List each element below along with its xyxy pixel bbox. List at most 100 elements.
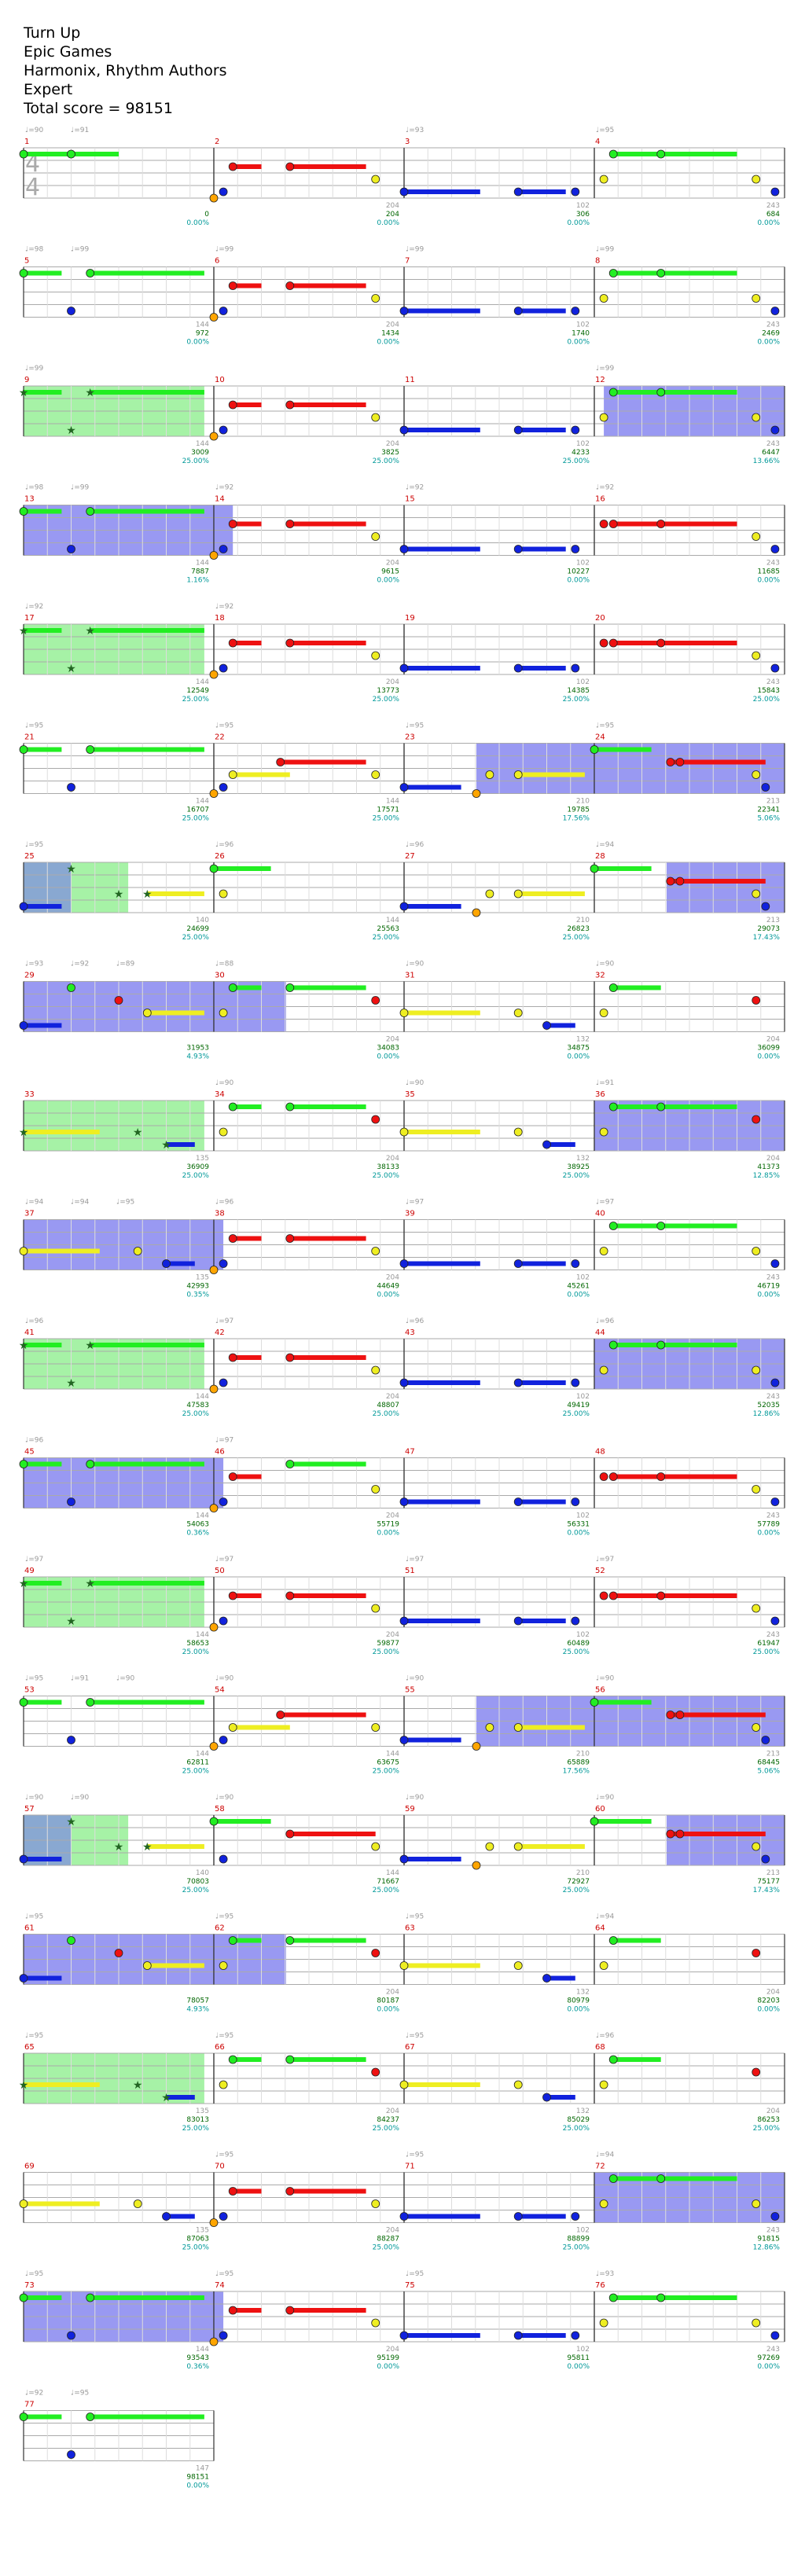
note-gem [752, 1604, 760, 1612]
measure-number: 10 [215, 376, 225, 384]
sp-percent: 17.56% [563, 1768, 590, 1776]
note-gem [286, 163, 294, 171]
note-gem [20, 1699, 28, 1707]
note-gem [600, 1128, 608, 1136]
star-note: ★ [161, 1139, 171, 1152]
measure-21: ♩=95211441670725.00% [20, 722, 214, 823]
note-gem [400, 1498, 408, 1506]
tempo-marker: ♩=90 [406, 961, 425, 968]
running-score: 13773 [377, 687, 399, 695]
sustain-trail [547, 2095, 575, 2100]
running-score: 93543 [186, 2354, 209, 2362]
note-gem [286, 639, 294, 647]
note-gem [372, 413, 380, 421]
note-gem [771, 546, 779, 553]
measure-12: ♩=9912243644713.66% [594, 365, 785, 465]
sustain-trail [290, 402, 366, 407]
tempo-marker: ♩=97 [596, 1556, 614, 1564]
running-score: 34875 [567, 1045, 590, 1053]
measure-subscore: 210 [576, 1869, 590, 1877]
measure-subscore: 210 [576, 798, 590, 806]
note-gem [590, 865, 598, 873]
note-gem [514, 1379, 522, 1387]
sustain-trail [214, 1819, 271, 1824]
star-note: ★ [19, 2079, 29, 2092]
measure-subscore: 140 [196, 1869, 209, 1877]
running-score: 3825 [381, 449, 399, 457]
sustain-trail [233, 1104, 261, 1109]
running-score: 31953 [186, 1045, 209, 1053]
tempo-marker: ♩=94 [25, 1199, 44, 1207]
note-gem [210, 1266, 218, 1274]
tempo-marker: ♩=96 [25, 1317, 44, 1325]
note-gem [486, 1843, 494, 1850]
tempo-marker: ♩=95 [25, 2032, 43, 2040]
sustain-trail [233, 1938, 261, 1943]
sustain-trail [281, 1713, 366, 1718]
note-gem [229, 401, 237, 409]
note-gem [752, 1366, 760, 1374]
note-gem [609, 270, 617, 277]
sp-percent: 0.00% [757, 2006, 780, 2014]
note-gem [572, 1379, 579, 1387]
sustain-trail [90, 1462, 204, 1467]
tempo-marker: ♩=94 [596, 2152, 615, 2159]
note-gem [514, 307, 522, 315]
note-gem [143, 1962, 151, 1970]
note-gem [372, 2068, 380, 2076]
note-gem [277, 759, 285, 766]
sustain-trail [613, 271, 661, 276]
sp-percent: 0.35% [186, 1292, 209, 1299]
tempo-marker: ♩=95 [25, 2270, 43, 2278]
measure-47: 47102563310.00% [400, 1448, 594, 1538]
sustain-trail [661, 641, 737, 645]
note-gem [286, 1235, 294, 1243]
measure-subscore: 132 [576, 1036, 590, 1044]
measure-subscore: 204 [386, 440, 399, 448]
tempo-marker: ♩=92 [25, 603, 43, 611]
tempo-marker: ♩=90 [116, 1675, 135, 1683]
measure-49: ♩=9749★ ★★1445865325.00% [19, 1556, 214, 1656]
measure-number: 39 [405, 1210, 415, 1218]
note-gem [219, 426, 227, 434]
sustain-trail [661, 1104, 737, 1109]
note-gem [400, 1855, 408, 1863]
measure-65: ♩=9565★ ★★1358301325.00% [19, 2032, 214, 2133]
running-score: 38925 [567, 1163, 590, 1171]
running-score: 97269 [757, 2354, 780, 2362]
note-gem [676, 759, 684, 766]
tempo-marker: ♩=99 [596, 246, 615, 254]
sustain-trail [404, 1130, 480, 1134]
tempo-marker: ♩=99 [25, 365, 44, 373]
tempo-marker: ♩=92 [71, 961, 89, 968]
measure-67: ♩=95671328502925.00% [400, 2032, 594, 2133]
measure-number: 45 [24, 1448, 35, 1457]
sp-percent: 0.00% [377, 1530, 399, 1538]
sustain-trail [518, 189, 566, 194]
running-score: 68445 [757, 1759, 780, 1767]
note-gem [163, 2213, 171, 2221]
measure-number: 19 [405, 614, 415, 623]
running-score: 57789 [757, 1521, 780, 1529]
measure-subscore: 204 [766, 1989, 780, 1997]
note-gem [600, 1248, 608, 1255]
sustain-trail [290, 2308, 366, 2313]
sp-percent: 25.00% [373, 1172, 400, 1180]
measure-number: 22 [215, 733, 225, 742]
sustain-trail [90, 628, 204, 633]
note-gem [543, 2093, 551, 2101]
sustain-trail [24, 904, 61, 909]
star-note: ★ [66, 1615, 76, 1628]
measure-subscore: 204 [386, 322, 399, 329]
sp-percent: 4.93% [186, 1053, 209, 1061]
sustain-trail [90, 509, 204, 514]
measure-subscore: 243 [766, 202, 780, 210]
running-score: 12549 [186, 687, 209, 695]
note-gem [752, 2200, 760, 2208]
note-gem [600, 1366, 608, 1374]
note-gem [219, 307, 227, 315]
tempo-marker: ♩=95 [406, 722, 424, 730]
sustain-trail [404, 2214, 480, 2219]
measure-subscore: 243 [766, 560, 780, 568]
